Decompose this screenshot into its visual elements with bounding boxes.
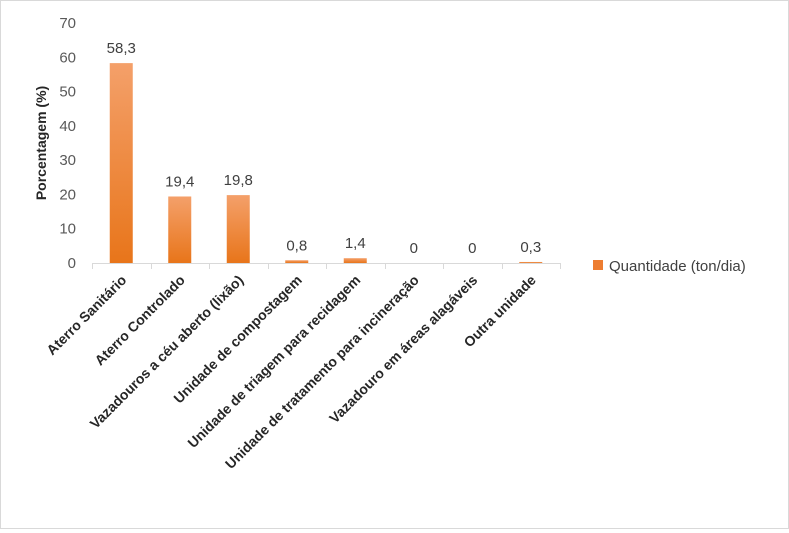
bar <box>226 195 250 263</box>
bars <box>109 63 543 263</box>
legend-label: Quantidade (ton/dia) <box>609 258 746 275</box>
y-tick-label: 60 <box>59 49 76 66</box>
data-label: 0 <box>410 240 418 257</box>
data-label: 0,3 <box>520 239 541 256</box>
y-axis-ticks: 0 10 20 30 40 50 60 70 <box>59 15 76 272</box>
bar <box>343 258 367 263</box>
data-label: 0,8 <box>286 237 307 254</box>
y-tick-label: 50 <box>59 84 76 101</box>
y-tick-label: 40 <box>59 118 76 135</box>
y-tick-label: 70 <box>59 15 76 32</box>
y-tick-label: 20 <box>59 186 76 203</box>
bar <box>168 196 192 263</box>
y-tick-label: 10 <box>59 221 76 238</box>
x-axis-tick-marks <box>92 263 561 269</box>
data-label: 0 <box>468 240 476 257</box>
data-labels: 58,3 19,4 19,8 0,8 1,4 0 0 0,3 <box>107 40 542 257</box>
y-tick-label: 0 <box>68 255 76 272</box>
data-label: 19,4 <box>165 173 194 190</box>
bar <box>519 261 543 263</box>
legend: Quantidade (ton/dia) <box>593 258 746 275</box>
data-label: 1,4 <box>345 235 366 252</box>
legend-swatch <box>593 260 603 270</box>
data-label: 58,3 <box>107 40 136 57</box>
y-axis-label: Porcentagem (%) <box>33 86 49 200</box>
y-tick-label: 30 <box>59 152 76 169</box>
bar <box>285 260 309 263</box>
bar <box>109 63 133 263</box>
data-label: 19,8 <box>224 172 253 189</box>
